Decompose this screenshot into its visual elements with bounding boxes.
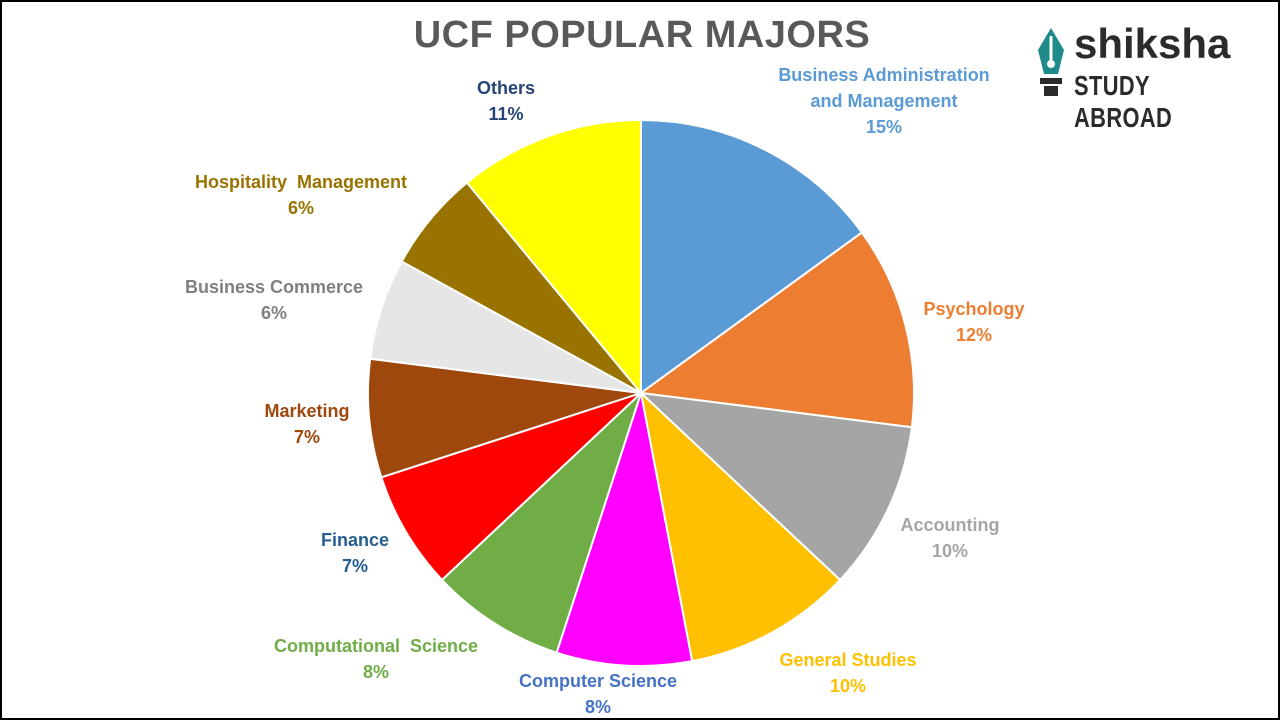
- pie-slice-general-studies: [639, 390, 842, 663]
- data-label-value: 12%: [955, 325, 993, 345]
- logo-tagline: STUDY ABROAD: [1074, 70, 1173, 133]
- data-label-value: 6%: [260, 303, 288, 323]
- data-label-name: Marketing: [264, 401, 350, 421]
- data-label: Business Administration and Management 15…: [778, 62, 989, 140]
- logo-wordmark: shiksha: [1074, 20, 1231, 67]
- pie-slice-computer-science: [555, 392, 694, 667]
- data-label: Accounting 10%: [901, 512, 1000, 564]
- data-label: Psychology 12%: [923, 296, 1024, 348]
- data-label-name: Others: [476, 78, 536, 98]
- data-label-value: 6%: [287, 198, 315, 218]
- data-label-name: Hospitality Management: [194, 172, 408, 192]
- pie-slice-computational-science: [440, 392, 642, 654]
- data-label-value: 7%: [293, 427, 320, 447]
- pie-slice-marketing: [367, 357, 642, 479]
- data-label-value: 10%: [931, 541, 969, 561]
- data-label-name: Business Administration and Management: [778, 65, 990, 111]
- data-label-name: Business Commerce: [184, 277, 364, 297]
- data-label: Computer Science 8%: [519, 668, 677, 720]
- data-label: Marketing 7%: [264, 398, 349, 450]
- data-label: Hospitality Management 6%: [195, 169, 407, 221]
- data-label-name: Computer Science: [518, 671, 678, 691]
- chart-title: UCF POPULAR MAJORS: [413, 14, 871, 56]
- data-label-name: Finance: [320, 530, 390, 550]
- pie-slice-business-administration-and-management: [640, 118, 864, 395]
- data-label-name: Psychology: [923, 299, 1025, 319]
- data-label-value: 10%: [829, 676, 867, 696]
- data-label: Business Commerce 6%: [185, 274, 363, 326]
- data-label-name: Accounting: [900, 515, 1000, 535]
- data-label: Finance 7%: [321, 527, 389, 579]
- pie-slice-finance: [380, 392, 642, 582]
- pie-slice-psychology: [638, 231, 915, 429]
- data-label-name: General Studies: [779, 650, 917, 670]
- data-label: General Studies 10%: [779, 647, 916, 699]
- pen-nib-icon: [1038, 28, 1064, 96]
- data-label-value: 7%: [341, 556, 368, 576]
- data-label-value: 8%: [584, 697, 612, 717]
- data-label-value: 11%: [488, 104, 524, 124]
- data-label-value: 15%: [865, 117, 903, 137]
- shiksha-logo: shiksha STUDY ABROAD: [1028, 20, 1268, 133]
- data-label: Others 11%: [477, 75, 535, 127]
- data-label-value: 8%: [362, 662, 390, 682]
- data-label-name: Computational Science: [273, 636, 479, 656]
- data-label: Computational Science 8%: [274, 633, 478, 685]
- pie-slice-others: [465, 118, 642, 396]
- pie-slice-accounting: [638, 391, 913, 582]
